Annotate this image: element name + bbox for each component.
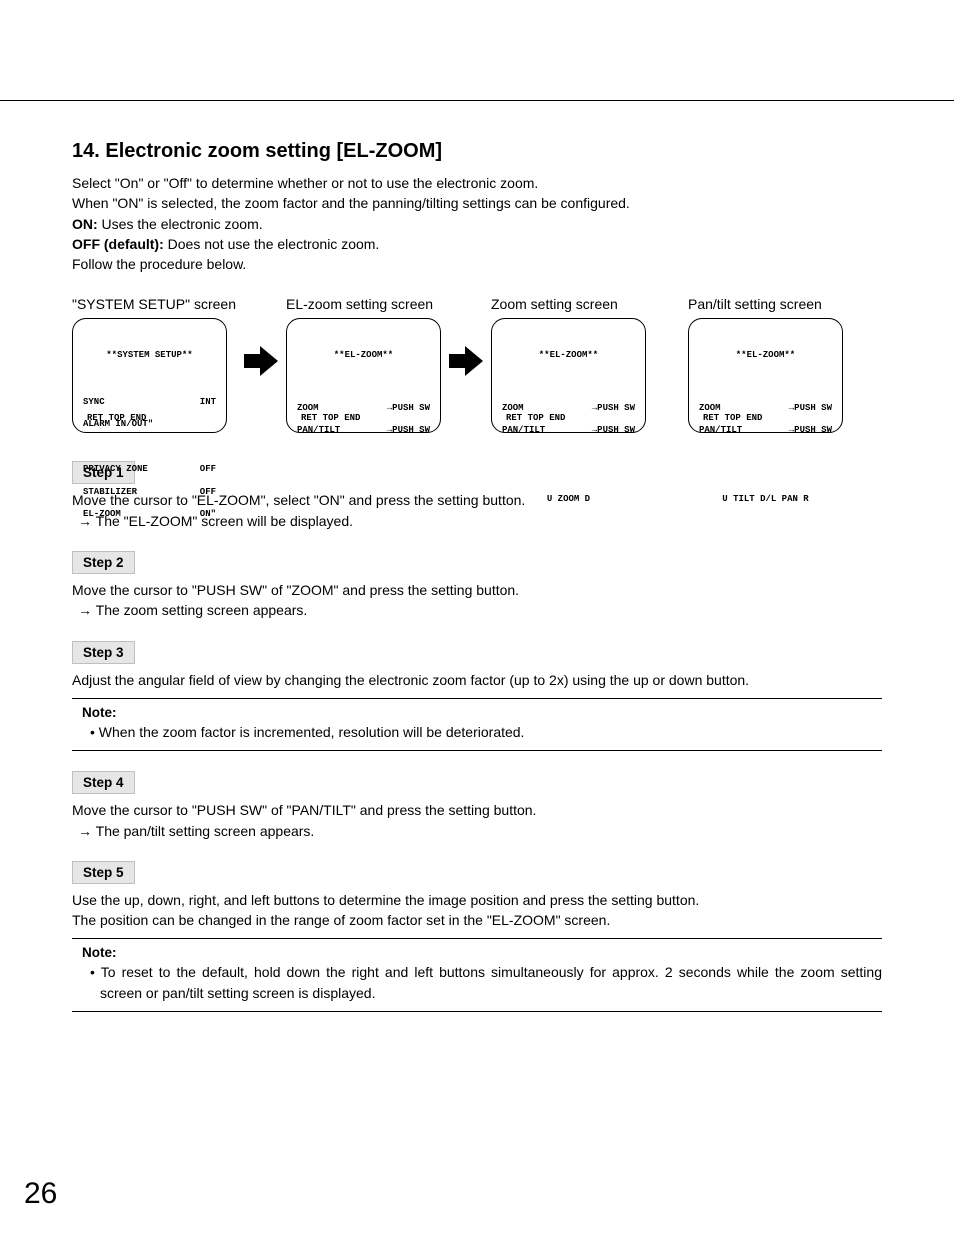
step-2-p2: → The zoom setting screen appears. <box>78 600 882 620</box>
s1-r4-l: STABILIZER <box>83 487 137 498</box>
step-5-p2: The position can be changed in the range… <box>72 910 882 930</box>
step-5: Step 5 Use the up, down, right, and left… <box>72 861 882 1012</box>
s1-r0-l: SYNC <box>83 397 105 408</box>
page-number: 26 <box>24 1177 57 1211</box>
note-1-item: When the zoom factor is incremented, res… <box>90 722 882 742</box>
arrow-right-icon <box>244 346 278 376</box>
screen-4-caption: Pan/tilt setting screen <box>688 296 822 312</box>
step-3-body: Adjust the angular field of view by chan… <box>72 670 882 690</box>
screen-col-1: "SYSTEM SETUP" screen **SYSTEM SETUP** S… <box>72 296 236 433</box>
step-5-badge: Step 5 <box>72 861 135 884</box>
top-rule <box>0 100 954 101</box>
s1-r2-l <box>83 442 88 453</box>
s4-r0-v: →PUSH SW <box>789 403 832 414</box>
s2-r1-v: →PUSH SW <box>387 425 430 436</box>
s1-r3-v: OFF <box>200 464 216 475</box>
screen-1-footer: RET TOP END <box>87 413 146 424</box>
screen-3-footer: RET TOP END <box>506 413 565 424</box>
step-3-badge: Step 3 <box>72 641 135 664</box>
screen-2-title: **EL-ZOOM** <box>297 350 430 361</box>
screen-1-title: **SYSTEM SETUP** <box>83 350 216 361</box>
screen-2-caption: EL-zoom setting screen <box>286 296 433 312</box>
screen-1: **SYSTEM SETUP** SYNCINT ALARM IN/OUT" P… <box>72 318 227 433</box>
screen-1-caption: "SYSTEM SETUP" screen <box>72 296 236 312</box>
step-3-p1: Adjust the angular field of view by chan… <box>72 670 882 690</box>
intro-line-2: When "ON" is selected, the zoom factor a… <box>72 193 882 213</box>
screen-4-title: **EL-ZOOM** <box>699 350 832 361</box>
s4-r1-v: →PUSH SW <box>789 425 832 436</box>
s1-r3-l: PRIVACY ZONE <box>83 464 148 475</box>
screen-col-4: Pan/tilt setting screen **EL-ZOOM** ZOOM… <box>688 296 843 433</box>
screen-3-body: ZOOM→PUSH SW PAN/TILT→PUSH SW <box>502 392 635 460</box>
step-4: Step 4 Move the cursor to "PUSH SW" of "… <box>72 771 882 841</box>
step-5-p1: Use the up, down, right, and left button… <box>72 890 882 910</box>
off-label: OFF (default): <box>72 236 164 252</box>
intro-off: OFF (default): Does not use the electron… <box>72 234 882 254</box>
screen-col-3: Zoom setting screen **EL-ZOOM** ZOOM→PUS… <box>491 296 646 433</box>
screen-2: **EL-ZOOM** ZOOM→PUSH SW PAN/TILT→PUSH S… <box>286 318 441 433</box>
note-1: Note: When the zoom factor is incremente… <box>72 698 882 751</box>
screen-2-body: ZOOM→PUSH SW PAN/TILT→PUSH SW <box>297 392 430 460</box>
step-3: Step 3 Adjust the angular field of view … <box>72 641 882 752</box>
screen-col-2: EL-zoom setting screen **EL-ZOOM** ZOOM→… <box>286 296 441 433</box>
on-text: Uses the electronic zoom. <box>98 216 263 232</box>
on-label: ON: <box>72 216 98 232</box>
step-4-badge: Step 4 <box>72 771 135 794</box>
intro-block: Select "On" or "Off" to determine whethe… <box>72 173 882 274</box>
s1-r5-l: EL-ZOOM <box>83 509 121 520</box>
step-5-body: Use the up, down, right, and left button… <box>72 890 882 931</box>
screen-3-title: **EL-ZOOM** <box>502 350 635 361</box>
arrow-2 <box>441 296 491 376</box>
screen-2-footer: RET TOP END <box>301 413 360 424</box>
screen-4-mid: U TILT D/L PAN R <box>699 494 832 505</box>
s3-r1-v: →PUSH SW <box>592 425 635 436</box>
intro-on: ON: Uses the electronic zoom. <box>72 214 882 234</box>
off-text: Does not use the electronic zoom. <box>164 236 380 252</box>
screen-3-mid: U ZOOM D <box>502 494 635 505</box>
s3-r0-v: →PUSH SW <box>592 403 635 414</box>
s2-r0-v: →PUSH SW <box>387 403 430 414</box>
note-2-item: To reset to the default, hold down the r… <box>90 962 882 1003</box>
section-heading: 14. Electronic zoom setting [EL-ZOOM] <box>72 140 882 163</box>
s1-r0-v: INT <box>200 397 216 408</box>
screen-3: **EL-ZOOM** ZOOM→PUSH SW PAN/TILT→PUSH S… <box>491 318 646 433</box>
intro-line-1: Select "On" or "Off" to determine whethe… <box>72 173 882 193</box>
screen-4: **EL-ZOOM** ZOOM→PUSH SW PAN/TILT→PUSH S… <box>688 318 843 433</box>
screen-3-caption: Zoom setting screen <box>491 296 618 312</box>
page-content: 14. Electronic zoom setting [EL-ZOOM] Se… <box>72 140 882 1032</box>
s4-r1-l: PAN/TILT <box>699 425 742 436</box>
step-4-p1: Move the cursor to "PUSH SW" of "PAN/TIL… <box>72 800 882 820</box>
screens-row: "SYSTEM SETUP" screen **SYSTEM SETUP** S… <box>72 296 882 433</box>
note-2-title: Note: <box>82 945 882 960</box>
step-4-p2: → The pan/tilt setting screen appears. <box>78 821 882 841</box>
step-2-body: Move the cursor to "PUSH SW" of "ZOOM" a… <box>72 580 882 621</box>
note-1-title: Note: <box>82 705 882 720</box>
screen-4-footer: RET TOP END <box>703 413 762 424</box>
intro-follow: Follow the procedure below. <box>72 254 882 274</box>
step-2-p1: Move the cursor to "PUSH SW" of "ZOOM" a… <box>72 580 882 600</box>
arrow-1 <box>236 296 286 376</box>
s2-r1-l: PAN/TILT <box>297 425 340 436</box>
s1-r5-v: ON" <box>200 509 216 520</box>
arrow-right-icon <box>449 346 483 376</box>
screen-4-body: ZOOM→PUSH SW PAN/TILT→PUSH SW <box>699 392 832 460</box>
screen-1-body: SYNCINT ALARM IN/OUT" PRIVACY ZONEOFF ST… <box>83 386 216 544</box>
step-4-body: Move the cursor to "PUSH SW" of "PAN/TIL… <box>72 800 882 841</box>
note-2: Note: To reset to the default, hold down… <box>72 938 882 1012</box>
s1-r4-v: OFF <box>200 487 216 498</box>
s3-r1-l: PAN/TILT <box>502 425 545 436</box>
